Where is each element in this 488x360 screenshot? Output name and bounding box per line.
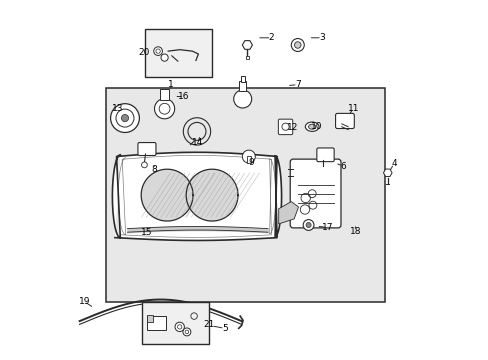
Bar bbox=[142, 302, 208, 344]
Ellipse shape bbox=[308, 124, 315, 129]
Text: 9: 9 bbox=[247, 158, 253, 167]
Text: 4: 4 bbox=[390, 159, 396, 168]
Circle shape bbox=[161, 54, 168, 61]
Bar bbox=[245, 56, 248, 59]
Ellipse shape bbox=[305, 122, 318, 131]
Text: 3: 3 bbox=[318, 33, 324, 42]
Bar bbox=[146, 315, 153, 322]
Bar bbox=[106, 88, 384, 302]
Circle shape bbox=[233, 90, 251, 108]
FancyBboxPatch shape bbox=[138, 143, 156, 156]
Text: 7: 7 bbox=[294, 80, 300, 89]
Text: 10: 10 bbox=[310, 122, 322, 131]
FancyBboxPatch shape bbox=[316, 148, 333, 162]
Bar bbox=[160, 89, 168, 100]
Circle shape bbox=[153, 47, 162, 55]
Text: 13: 13 bbox=[112, 104, 123, 112]
Text: 15: 15 bbox=[141, 228, 152, 237]
FancyBboxPatch shape bbox=[289, 159, 340, 228]
Circle shape bbox=[294, 42, 301, 48]
Text: 1: 1 bbox=[167, 80, 173, 89]
Bar bbox=[146, 316, 166, 330]
Text: 21: 21 bbox=[203, 320, 214, 329]
Text: 2: 2 bbox=[268, 33, 274, 42]
Bar bbox=[240, 76, 244, 82]
Text: 6: 6 bbox=[339, 162, 345, 171]
Polygon shape bbox=[141, 169, 193, 221]
FancyBboxPatch shape bbox=[185, 307, 202, 320]
Circle shape bbox=[175, 322, 184, 332]
Bar bbox=[246, 156, 250, 163]
Text: 20: 20 bbox=[139, 48, 150, 57]
Text: 17: 17 bbox=[321, 223, 332, 232]
Text: 18: 18 bbox=[349, 227, 361, 236]
Text: 14: 14 bbox=[192, 138, 203, 147]
Circle shape bbox=[303, 220, 313, 230]
Circle shape bbox=[291, 39, 304, 51]
Polygon shape bbox=[112, 152, 281, 240]
Circle shape bbox=[110, 104, 139, 132]
FancyBboxPatch shape bbox=[335, 113, 354, 129]
Text: 19: 19 bbox=[79, 297, 90, 306]
Text: 5: 5 bbox=[222, 324, 227, 333]
Bar bbox=[239, 81, 246, 91]
Circle shape bbox=[121, 114, 128, 122]
Bar bbox=[145, 29, 212, 77]
Text: 8: 8 bbox=[151, 165, 156, 174]
Text: 11: 11 bbox=[347, 104, 359, 112]
Circle shape bbox=[141, 162, 147, 168]
Circle shape bbox=[154, 99, 174, 119]
Circle shape bbox=[242, 150, 255, 163]
Polygon shape bbox=[278, 202, 298, 224]
Text: 16: 16 bbox=[178, 92, 189, 101]
Circle shape bbox=[183, 328, 190, 336]
FancyBboxPatch shape bbox=[278, 119, 292, 135]
Polygon shape bbox=[186, 169, 238, 221]
Circle shape bbox=[305, 222, 310, 228]
Text: 12: 12 bbox=[287, 123, 298, 132]
